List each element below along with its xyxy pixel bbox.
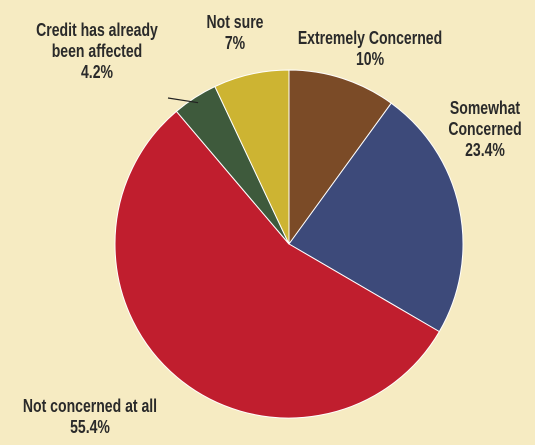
value-text: 7%: [224, 33, 246, 53]
pie-slice: [288, 69, 392, 246]
pie-slice: [214, 69, 290, 245]
label-text: Not sure: [206, 12, 264, 32]
label-somewhat-concerned: Somewhat Concerned 23.4%: [434, 98, 535, 161]
value-text: 10%: [355, 49, 385, 69]
value-text: 23.4%: [465, 140, 505, 160]
value-text: 4.2%: [80, 62, 114, 82]
label-text: Somewhat: [449, 98, 521, 118]
pie-slice: [114, 110, 441, 419]
label-not-concerned: Not concerned at all 55.4%: [12, 396, 168, 438]
leader-line: [167, 97, 199, 104]
label-not-sure: Not sure 7%: [200, 12, 270, 54]
label-extremely-concerned: Extremely Concerned 10%: [292, 28, 448, 70]
label-text: Not concerned at all: [22, 396, 158, 416]
label-credit-affected: Credit has already been affected 4.2%: [31, 20, 164, 83]
label-text: Extremely Concerned: [297, 28, 443, 48]
label-text: been affected: [51, 41, 143, 61]
pie-slice: [288, 102, 464, 333]
label-text: Concerned: [448, 119, 522, 139]
value-text: 55.4%: [70, 417, 110, 437]
label-text: Credit has already: [36, 20, 158, 40]
